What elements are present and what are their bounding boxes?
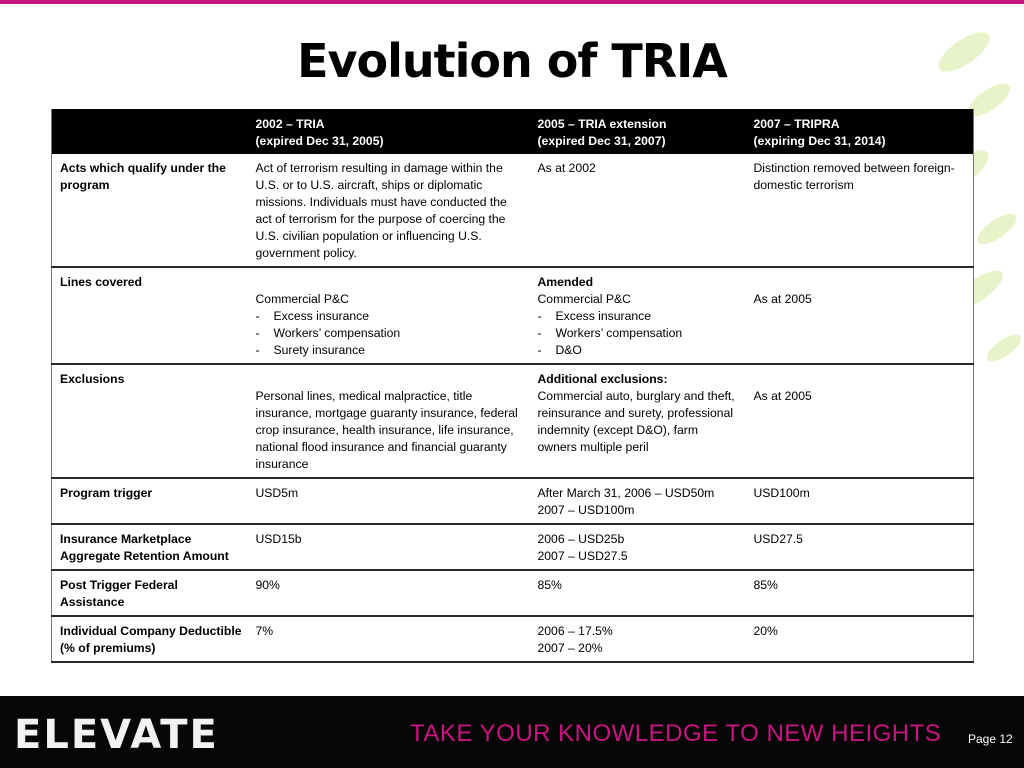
elevate-logo: ELEVATE	[14, 712, 219, 758]
list-item: - Excess insurance	[255, 309, 370, 323]
cell-2005: 2006 – 17.5% 2007 – 20%	[529, 615, 746, 662]
cell-2007: USD27.5	[745, 523, 974, 570]
row-label: Post Trigger Federal Assistance	[51, 569, 248, 616]
cell-2002: Commercial P&C - Excess insurance - Worker…	[247, 266, 530, 364]
cell-2007: As at 2005	[745, 363, 974, 478]
table-row-acts: Acts which qualify under the program Act…	[52, 154, 974, 267]
list-item: - Excess insurance	[537, 309, 652, 323]
row-label: Lines covered	[51, 266, 248, 364]
row-label: Individual Company Deductible (% of prem…	[51, 615, 248, 662]
row-label: Acts which qualify under the program	[60, 161, 226, 192]
footer-tagline: TAKE YOUR KNOWLEDGE TO NEW HEIGHTS	[410, 720, 942, 747]
page-number: Page 12	[968, 732, 1013, 746]
cell-2007: As at 2005	[745, 266, 974, 364]
cell-2007: 20%	[745, 615, 974, 662]
cell-2002: 90%	[247, 569, 530, 616]
header-cell-2007: 2007 – TRIPRA (expiring Dec 31, 2014)	[745, 109, 974, 154]
table-row-program-trigger: Program trigger USD5m After March 31, 20…	[51, 477, 974, 524]
cell-2005: Amended Commercial P&C - Excess insurance…	[529, 266, 746, 364]
cell-2005: Additional exclusions: Commercial auto, …	[529, 363, 746, 478]
cell-2002: Act of terrorism resulting in damage wit…	[255, 161, 507, 260]
table-row-retention: Insurance Marketplace Aggregate Retentio…	[51, 523, 974, 570]
row-label: Insurance Marketplace Aggregate Retentio…	[51, 523, 248, 570]
cell-2002: USD5m	[247, 477, 530, 524]
table-header-row: 2002 – TRIA (expired Dec 31, 2005) 2005 …	[51, 109, 974, 154]
cell-2002: USD15b	[247, 523, 530, 570]
cell-2005: After March 31, 2006 – USD50m 2007 – USD…	[529, 477, 746, 524]
cell-2002: Personal lines, medical malpractice, tit…	[247, 363, 530, 478]
header-cell-empty	[51, 109, 248, 154]
footer-banner: ELEVATE TAKE YOUR KNOWLEDGE TO NEW HEIGH…	[0, 696, 1024, 768]
table-row-deductible: Individual Company Deductible (% of prem…	[51, 615, 974, 662]
list-item: - D&O	[537, 343, 582, 357]
cell-2007: Distinction removed between foreign-dome…	[753, 161, 955, 192]
cell-2005: As at 2002	[537, 161, 596, 175]
top-accent-rule	[0, 0, 1024, 4]
list-item: - Workers’ compensation	[255, 326, 401, 340]
header-cell-2005: 2005 – TRIA extension (expired Dec 31, 2…	[529, 109, 746, 154]
row-label: Exclusions	[51, 363, 248, 478]
list-item: - Workers’ compensation	[537, 326, 683, 340]
table-row-federal-assistance: Post Trigger Federal Assistance 90% 85% …	[51, 569, 974, 616]
cell-2005: 85%	[529, 569, 746, 616]
table-row-lines-covered: Lines covered Commercial P&C - Excess ins…	[51, 266, 974, 364]
cell-2002: 7%	[247, 615, 530, 662]
row-label: Program trigger	[51, 477, 248, 524]
header-cell-2002: 2002 – TRIA (expired Dec 31, 2005)	[247, 109, 530, 154]
tria-evolution-table: 2002 – TRIA (expired Dec 31, 2005) 2005 …	[51, 109, 974, 663]
cell-2007: USD100m	[745, 477, 974, 524]
cell-2007: 85%	[745, 569, 974, 616]
cell-2005: 2006 – USD25b 2007 – USD27.5	[529, 523, 746, 570]
table-row-exclusions: Exclusions Personal lines, medical malpr…	[51, 363, 974, 478]
page-title: Evolution of TRIA	[297, 34, 728, 88]
list-item: - Surety insurance	[255, 343, 365, 357]
